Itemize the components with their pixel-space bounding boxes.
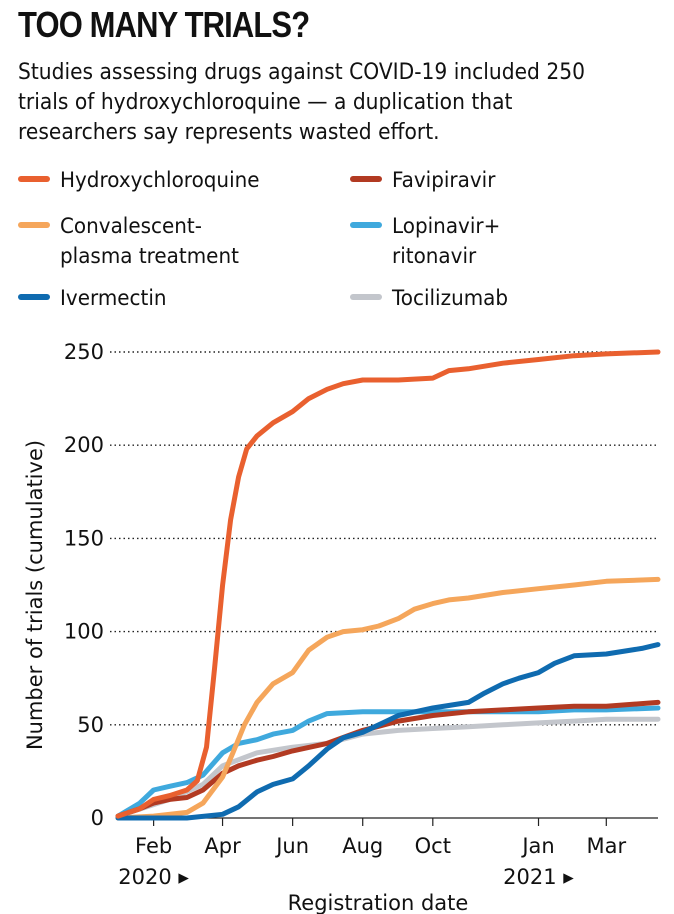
x-year-label: 2021 ▸ (503, 865, 574, 889)
legend-label: Hydroxychloroquine (60, 168, 260, 192)
legend-swatch (18, 222, 50, 228)
legend-swatch (18, 294, 50, 300)
legend-swatch (350, 176, 382, 182)
legend-item-convalescent-plasma: Convalescent- plasma treatment (18, 211, 248, 271)
y-tick-label: 100 (64, 620, 104, 644)
x-tick-label: Mar (586, 834, 626, 858)
y-tick-label: 200 (64, 433, 104, 457)
legend-item-hydroxychloroquine: Hydroxychloroquine (18, 165, 270, 195)
chart-subtitle: Studies assessing drugs against COVID-19… (18, 60, 585, 145)
y-axis-title: Number of trials (cumulative) (23, 440, 47, 750)
x-year-label: 2020 ▸ (118, 865, 189, 889)
y-tick-label: 150 (64, 526, 104, 550)
x-tick-label: Aug (342, 834, 383, 858)
y-tick-label: 250 (64, 340, 104, 364)
y-tick-label: 0 (91, 806, 104, 830)
series-line-hydroxychloroquine (115, 349, 661, 819)
legend-label: Favipiravir (392, 168, 496, 192)
legend-swatch (18, 176, 50, 182)
legend-item-favipiravir: Favipiravir (350, 165, 501, 195)
legend-label: Lopinavir+ ritonavir (392, 214, 501, 268)
legend-item-ivermectin: Ivermectin (18, 283, 172, 313)
series-line-convalescent-plasma-treatment (115, 576, 661, 821)
legend-label: Ivermectin (60, 286, 167, 310)
legend-item-tocilizumab: Tocilizumab (350, 283, 514, 313)
legend-label: Convalescent- plasma treatment (60, 214, 239, 268)
legend-swatch (350, 294, 382, 300)
series-line-favipiravir (115, 699, 661, 819)
legend-swatch (350, 222, 382, 228)
line-chart: 0 50 100 150 200 250 Feb Apr Jun Aug Oct Jan Mar 2020… (23, 340, 661, 914)
series-line-tocilizumab (115, 716, 661, 819)
legend-item-lopinavir-ritonavir: Lopinavir+ ritonavir (350, 211, 506, 271)
x-axis-title: Registration date (288, 891, 469, 914)
series-line-ivermectin (115, 642, 661, 821)
x-tick-label: Feb (135, 834, 172, 858)
chart-title: TOO MANY TRIALS? (18, 4, 310, 45)
x-tick-label: Oct (415, 834, 451, 858)
series-line-lopinavir-ritonavir (115, 705, 661, 819)
x-tick-label: Apr (204, 834, 241, 858)
legend-label: Tocilizumab (392, 286, 509, 310)
legend: Hydroxychloroquine Favipiravir Convalesc… (18, 165, 658, 325)
y-tick-label: 50 (77, 713, 104, 737)
x-tick-label: Jun (274, 834, 309, 858)
x-tick-label: Jan (520, 834, 554, 858)
